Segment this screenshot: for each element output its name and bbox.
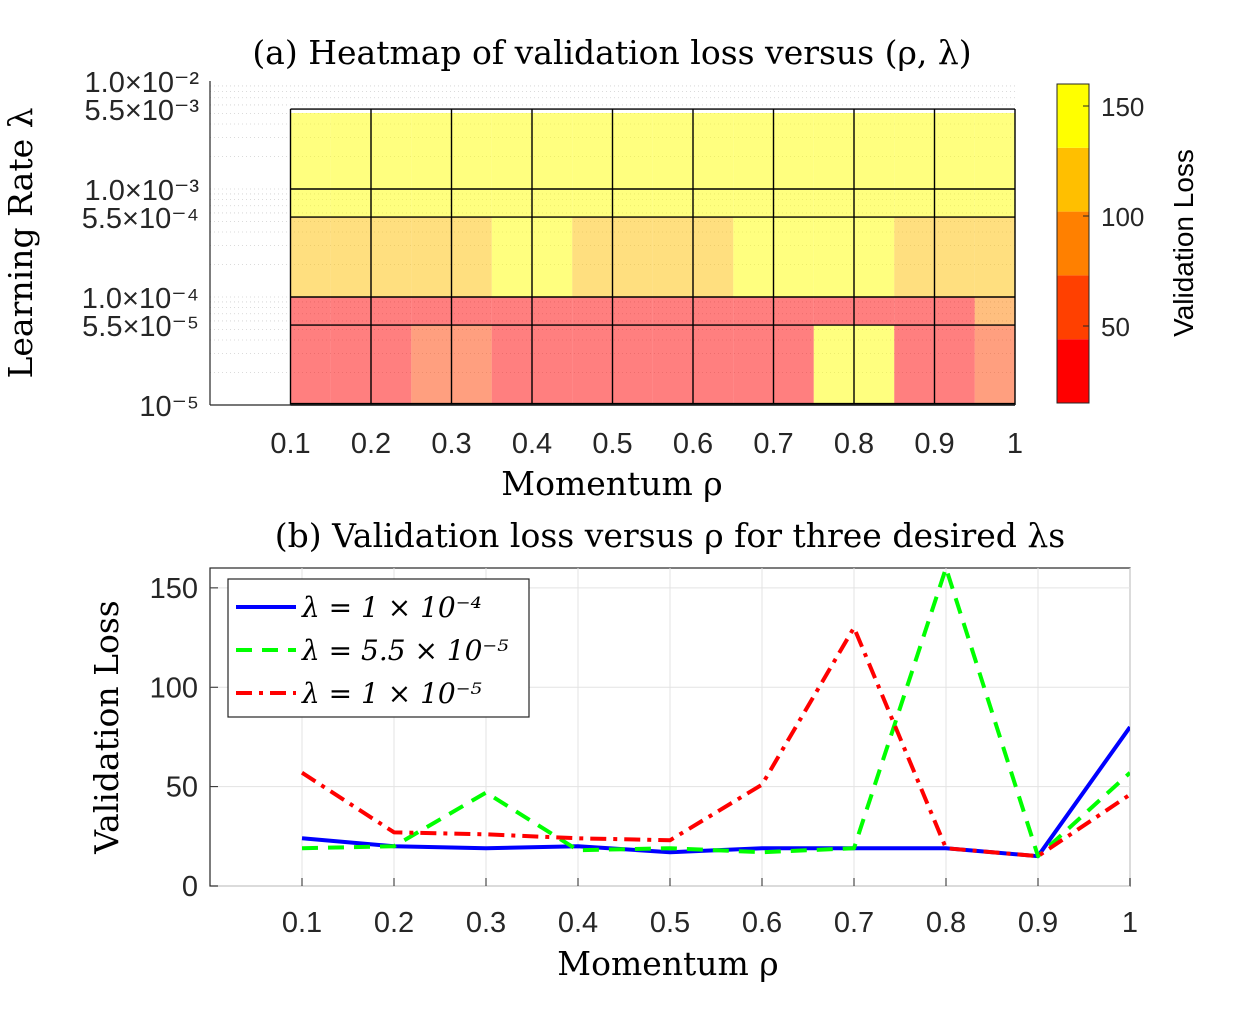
heatmap-cells — [291, 113, 1015, 405]
heatmap-x-tick-label: 0.8 — [834, 428, 874, 460]
heatmap-x-tick-label: 0.7 — [753, 428, 793, 460]
line-x-ticks: 0.1 0.2 0.3 0.4 0.5 0.6 0.7 0.8 0.9 1 — [282, 878, 1138, 939]
line-x-tick-label: 1 — [1122, 907, 1138, 939]
heatmap-y-label: Learning Rate λ — [1, 107, 40, 378]
colorbar-segment — [1057, 339, 1089, 403]
colorbar-segment — [1057, 275, 1089, 340]
heatmap-x-tick-label: 0.3 — [431, 428, 471, 460]
series-line-3 — [300, 625, 1130, 859]
heatmap-x-tick-label: 0.6 — [673, 428, 713, 460]
colorbar-tick-label: 50 — [1101, 312, 1130, 342]
heatmap-cell — [291, 113, 331, 189]
line-y-tick-label: 0 — [182, 871, 198, 903]
series-line-2 — [301, 568, 1130, 859]
line-x-tick-label: 0.3 — [466, 907, 506, 939]
heatmap-y-tick-label: 1.0×10⁻² — [85, 67, 200, 99]
legend-label: λ = 5.5 × 10⁻⁵ — [301, 634, 508, 667]
heatmap-y-tick-label: 5.5×10⁻³ — [85, 95, 200, 127]
line-chart-title: (b) Validation loss versus ρ for three d… — [275, 516, 1066, 555]
heatmap-x-tick-label: 0.1 — [270, 428, 310, 460]
heatmap-y-tick-label: 1.0×10⁻³ — [85, 175, 200, 207]
heatmap-cell — [974, 189, 1015, 218]
colorbar-segment — [1057, 211, 1089, 276]
heatmap-x-label: Momentum ρ — [501, 464, 722, 503]
line-x-tick-label: 0.8 — [926, 907, 966, 939]
line-x-tick-label: 0.6 — [742, 907, 782, 939]
colorbar-segment — [1057, 84, 1089, 148]
heatmap-cell — [291, 189, 331, 218]
heatmap-x-tick-label: 0.9 — [914, 428, 954, 460]
heatmap-cell — [974, 297, 1015, 326]
colorbar-segment — [1057, 147, 1089, 212]
line-series-group — [300, 568, 1130, 859]
heatmap-x-ticks: 0.1 0.2 0.3 0.4 0.5 0.6 0.7 0.8 0.9 1 — [270, 428, 1023, 460]
line-x-tick-label: 0.7 — [834, 907, 874, 939]
heatmap-x-tick-label: 1 — [1007, 428, 1023, 460]
heatmap-y-tick-label: 10⁻⁵ — [139, 391, 199, 423]
line-y-tick-label: 150 — [150, 573, 198, 605]
heatmap-cell — [291, 297, 331, 326]
heatmap-cell — [291, 217, 331, 297]
colorbar — [1056, 83, 1090, 404]
heatmap-x-tick-label: 0.5 — [592, 428, 632, 460]
heatmap-cell — [974, 217, 1015, 297]
heatmap-cell — [974, 325, 1015, 405]
colorbar-tick-label: 150 — [1101, 92, 1144, 122]
heatmap-y-tick-label: 5.5×10⁻⁴ — [82, 203, 199, 235]
legend-label: λ = 1 × 10⁻⁴ — [301, 591, 482, 624]
line-y-label: Validation Loss — [87, 600, 126, 854]
colorbar-ticks: 50 100 150 — [1083, 92, 1144, 342]
line-x-tick-label: 0.9 — [1018, 907, 1058, 939]
heatmap-title: (a) Heatmap of validation loss versus (ρ… — [252, 33, 971, 72]
line-y-ticks: 0 50 100 150 — [150, 573, 218, 903]
line-x-tick-label: 0.2 — [374, 907, 414, 939]
line-x-tick-label: 0.1 — [282, 907, 322, 939]
heatmap-y-tick-label: 1.0×10⁻⁴ — [82, 283, 199, 315]
heatmap-x-tick-label: 0.4 — [512, 428, 552, 460]
line-x-tick-label: 0.4 — [558, 907, 598, 939]
heatmap-cell — [291, 325, 331, 405]
colorbar-label: Validation Loss — [1168, 149, 1199, 337]
heatmap-chart: (a) Heatmap of validation loss versus (ρ… — [1, 33, 1199, 503]
heatmap-y-ticks: 1.0×10⁻²5.5×10⁻³ 1.0×10⁻³5.5×10⁻⁴ 1.0×10⁻⁴… — [82, 67, 200, 423]
line-x-tick-label: 0.5 — [650, 907, 690, 939]
line-x-label: Momentum ρ — [557, 944, 778, 983]
heatmap-cell — [974, 113, 1015, 189]
legend: λ = 1 × 10⁻⁴ λ = 5.5 × 10⁻⁵ λ = 1 × 10⁻⁵ — [227, 578, 530, 718]
line-chart: (b) Validation loss versus ρ for three d… — [87, 516, 1138, 983]
legend-label: λ = 1 × 10⁻⁵ — [301, 677, 482, 710]
heatmap-x-tick-label: 0.2 — [351, 428, 391, 460]
line-y-tick-label: 100 — [150, 672, 198, 704]
line-y-tick-label: 50 — [166, 772, 198, 804]
colorbar-frame — [1056, 83, 1090, 404]
colorbar-tick-label: 100 — [1101, 202, 1144, 232]
heatmap-y-tick-label: 5.5×10⁻⁵ — [82, 311, 199, 343]
